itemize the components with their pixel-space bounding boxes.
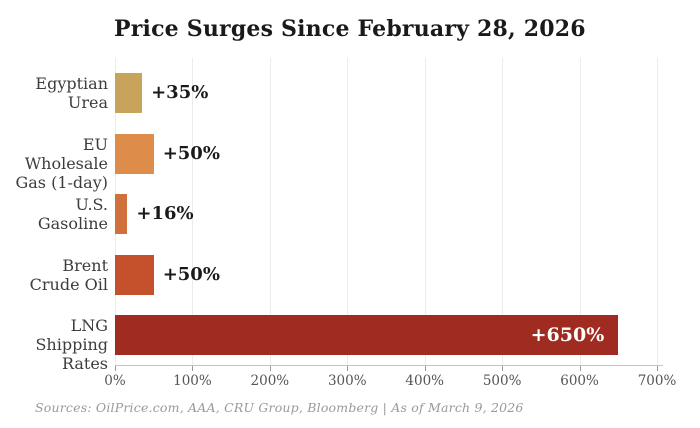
value-label: +650% [530, 324, 605, 346]
gridline [347, 58, 349, 365]
category-label: EU Wholesale Gas (1-day) [0, 135, 108, 192]
category-label: LNG Shipping Rates [0, 316, 108, 373]
x-axis-tick [657, 366, 658, 371]
category-label-line: Brent [62, 255, 108, 275]
bar-2 [115, 133, 154, 174]
x-axis-tick [269, 366, 271, 371]
value-label: +16% [136, 203, 194, 224]
source-attribution: Sources: OilPrice.com, AAA, CRU Group, B… [35, 400, 524, 415]
bar-1 [115, 73, 143, 113]
value-label: +50% [162, 263, 220, 285]
category-label: Brent Crude Oil [0, 256, 108, 294]
category-label-line: Gas (1-day) [15, 172, 108, 192]
gridline [579, 58, 581, 365]
category-label-line: LNG Shipping [35, 316, 108, 354]
x-axis-tick [502, 366, 504, 371]
x-axis-tick-label: 600% [560, 373, 599, 389]
plot-area: +35% +50% +16% +50% +650% [115, 58, 663, 365]
value-label: +50% [162, 142, 220, 164]
gridline [192, 58, 194, 365]
gridline [502, 58, 504, 365]
x-axis-tick [192, 366, 194, 371]
value-label: +35% [151, 82, 209, 103]
gridline [657, 58, 658, 365]
bar-3 [115, 194, 128, 234]
x-axis-tick [424, 366, 426, 371]
category-label-line: Crude Oil [29, 274, 108, 294]
category-label-line: Urea [67, 93, 108, 112]
category-label: Egyptian Urea [0, 74, 108, 112]
x-axis-tick-label: 700% [637, 373, 677, 389]
x-axis-tick [347, 366, 349, 371]
gridline [424, 58, 426, 365]
bar-4 [115, 254, 154, 295]
x-axis-tick-label: 500% [482, 373, 522, 389]
category-label-line: U.S. [75, 195, 108, 214]
gridline [269, 58, 271, 365]
category-label-line: Egyptian [35, 74, 108, 93]
category-label-line: Rates [61, 354, 108, 373]
x-axis: 0% 100% 200% 300% 400% 500% 600% 700% [104, 365, 676, 395]
category-label-line: EU Wholesale [24, 134, 108, 173]
x-axis-tick [579, 366, 581, 371]
x-axis-tick-label: 400% [405, 373, 444, 389]
x-axis-tick-label: 100% [173, 373, 212, 389]
chart-title: Price Surges Since February 28, 2026 [114, 16, 586, 42]
category-label: U.S. Gasoline [0, 195, 108, 233]
x-axis-tick-label: 0% [104, 373, 126, 389]
x-axis-tick-label: 300% [327, 373, 367, 389]
category-label-line: Gasoline [37, 214, 108, 233]
bar-5 [115, 315, 619, 355]
x-axis-tick [115, 366, 116, 371]
x-axis-line [115, 365, 663, 366]
x-axis-tick-label: 200% [250, 373, 290, 389]
